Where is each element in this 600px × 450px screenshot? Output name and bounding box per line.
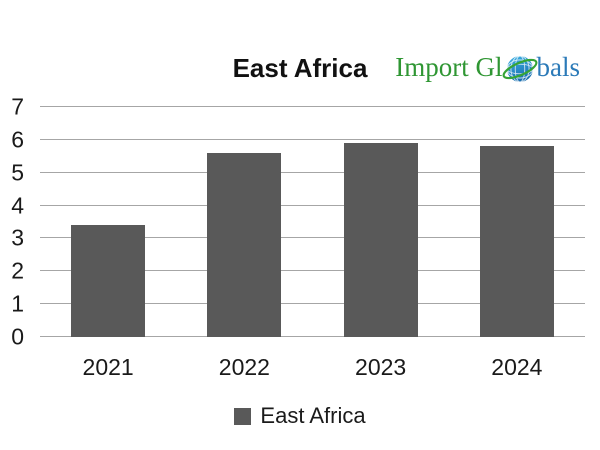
bar-2024 bbox=[479, 146, 554, 337]
globe-icon bbox=[502, 55, 537, 83]
bar-2022 bbox=[207, 153, 282, 337]
x-axis-label: 2023 bbox=[355, 354, 407, 380]
x-axis-label: 2021 bbox=[82, 354, 134, 380]
bar-2021 bbox=[71, 225, 146, 337]
gridline bbox=[40, 171, 585, 173]
y-axis-label: 0 bbox=[11, 323, 24, 350]
y-axis-label: 2 bbox=[11, 257, 24, 284]
y-axis-label: 7 bbox=[11, 93, 24, 120]
logo-text-right: bals bbox=[536, 51, 581, 82]
gridline bbox=[40, 106, 585, 107]
y-axis-label: 1 bbox=[11, 290, 24, 317]
legend-label: East Africa bbox=[260, 403, 366, 428]
plot-area bbox=[40, 106, 585, 337]
y-axis: 0 1 2 3 4 5 6 7 bbox=[0, 95, 27, 348]
y-axis-label: 6 bbox=[11, 126, 24, 153]
gridline bbox=[40, 237, 585, 239]
gridline bbox=[40, 303, 585, 305]
gridline bbox=[40, 138, 585, 140]
y-axis-label: 5 bbox=[11, 159, 24, 186]
chart-title: East Africa bbox=[232, 53, 368, 83]
bar-2023 bbox=[343, 143, 418, 337]
y-axis-label: 3 bbox=[11, 224, 24, 251]
gridline bbox=[40, 336, 585, 337]
y-axis-label: 4 bbox=[11, 192, 24, 219]
x-axis-label: 2022 bbox=[218, 354, 270, 380]
gridline bbox=[40, 270, 585, 272]
x-axis: 2021 2022 2023 2024 bbox=[40, 354, 585, 381]
gridline bbox=[40, 204, 585, 206]
legend-swatch bbox=[234, 407, 252, 425]
logo-text-left: Import Gl bbox=[395, 51, 503, 82]
x-axis-label: 2024 bbox=[491, 354, 543, 380]
import-globals-logo: Import Gl bals bbox=[395, 46, 580, 88]
legend: East Africa bbox=[0, 403, 600, 429]
